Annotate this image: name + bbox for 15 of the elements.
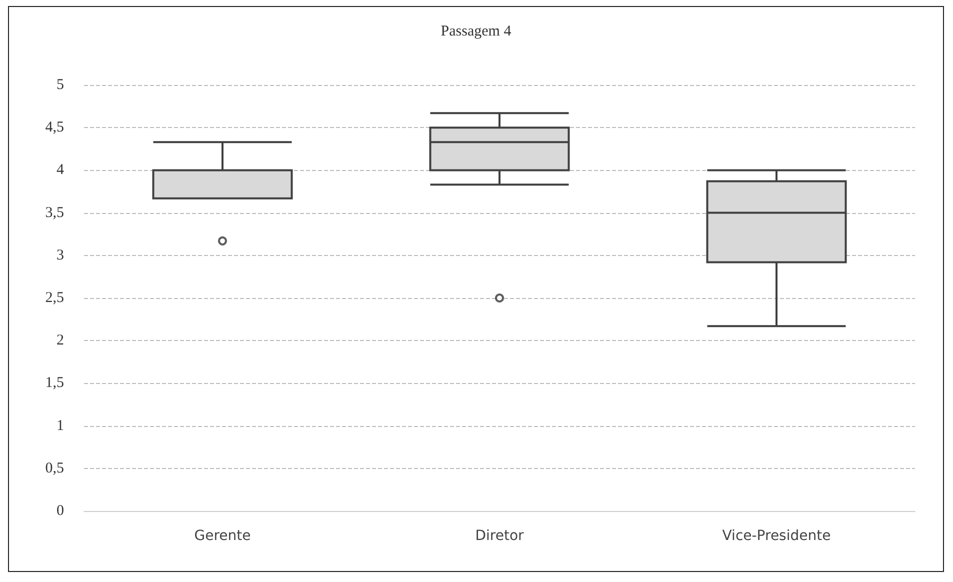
chart-title: Passagem 4: [440, 24, 512, 40]
y-tick-label: 2: [56, 332, 64, 349]
x-tick-label: Gerente: [194, 528, 251, 544]
y-tick-label: 3,5: [45, 204, 64, 221]
y-tick-label: 4,5: [45, 120, 64, 136]
x-tick-label: Vice-Presidente: [722, 528, 831, 544]
x-tick-label: Diretor: [475, 528, 524, 544]
y-tick-label: 4: [56, 162, 64, 178]
y-tick-label: 1,5: [45, 375, 64, 392]
y-tick-label: 5: [56, 77, 64, 93]
y-tick-label: 2,5: [45, 290, 64, 306]
y-tick-label: 0,5: [45, 460, 64, 476]
y-tick-label: 3: [56, 247, 64, 264]
y-tick-label: 0: [56, 503, 64, 519]
y-tick-label: 1: [56, 418, 64, 434]
